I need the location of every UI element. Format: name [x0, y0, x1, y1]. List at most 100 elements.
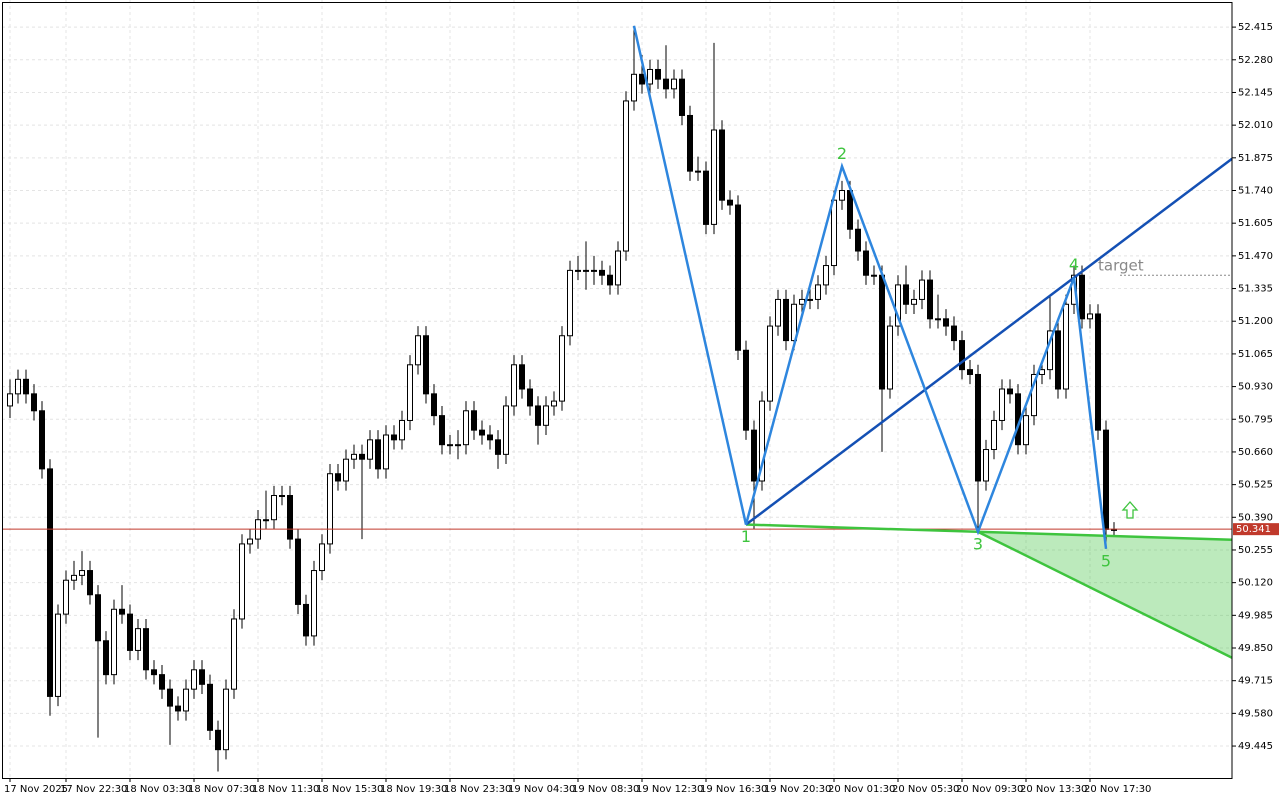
- candle-body: [703, 170, 709, 225]
- candle-body: [399, 419, 405, 441]
- candle-body: [855, 228, 861, 252]
- candle-body: [47, 468, 53, 697]
- candle-body: [23, 378, 29, 395]
- candle-body: [767, 325, 773, 402]
- candle-body: [719, 129, 725, 201]
- candle-body: [911, 298, 917, 305]
- candle-body: [919, 279, 925, 300]
- candle-body: [423, 335, 429, 395]
- candle-body: [231, 618, 237, 690]
- candle-body: [943, 318, 949, 327]
- candle-body: [935, 318, 941, 321]
- y-tick-label: 51.200: [1238, 316, 1273, 327]
- candle-body: [327, 473, 333, 545]
- candle-body: [599, 269, 605, 276]
- candle-body: [639, 73, 645, 85]
- candle-body: [1103, 429, 1109, 530]
- candle-body: [615, 250, 621, 286]
- candle-body: [591, 269, 597, 272]
- candle-body: [711, 129, 717, 225]
- overlay: 1 2 3 4 5 target: [2, 25, 1233, 659]
- candle-body: [551, 400, 557, 407]
- y-tick-label: 51.740: [1238, 186, 1273, 197]
- candle-body: [735, 204, 741, 351]
- candle-body: [71, 574, 77, 581]
- candle-body: [175, 705, 181, 712]
- candle-body: [263, 519, 269, 522]
- candle-body: [351, 453, 357, 460]
- candle-body: [135, 628, 141, 651]
- candle-body: [95, 594, 101, 642]
- candle-body: [223, 688, 229, 751]
- candle-body: [119, 608, 125, 615]
- candle-body: [431, 393, 437, 417]
- candle-body: [487, 434, 493, 441]
- x-tick-label: 20 Nov 05:30: [892, 784, 959, 795]
- candles: [7, 25, 1117, 772]
- x-tick-label: 20 Nov 09:30: [956, 784, 1023, 795]
- candle-body: [111, 608, 117, 676]
- candle-body: [359, 453, 365, 460]
- candle-body: [567, 269, 573, 337]
- candle-body: [87, 570, 93, 596]
- y-tick-label: 49.985: [1238, 610, 1273, 621]
- y-tick-label: 51.065: [1238, 349, 1273, 360]
- candle-body: [143, 628, 149, 671]
- candle-body: [375, 439, 381, 470]
- x-tick-label: 18 Nov 07:30: [188, 784, 255, 795]
- y-tick-label: 49.580: [1238, 708, 1273, 719]
- x-tick-label: 19 Nov 04:30: [508, 784, 575, 795]
- candle-body: [799, 298, 805, 305]
- candle-body: [1031, 373, 1037, 417]
- candle-body: [807, 298, 813, 301]
- candle-body: [575, 269, 581, 272]
- candle-body: [647, 68, 653, 85]
- candle-body: [631, 73, 637, 102]
- candle-body: [727, 199, 733, 206]
- y-tick-label: 50.660: [1238, 447, 1273, 458]
- wave-label: 5: [1101, 551, 1111, 570]
- candle-body: [1087, 313, 1093, 320]
- x-tick-label: 19 Nov 08:30: [572, 784, 639, 795]
- x-tick-label: 20 Nov 17:30: [1084, 784, 1151, 795]
- candle-body: [815, 284, 821, 300]
- candle-body: [535, 405, 541, 426]
- candle-body: [1063, 303, 1069, 390]
- candle-body: [687, 114, 693, 172]
- candle-body: [559, 335, 565, 402]
- candle-body: [55, 613, 61, 697]
- candle-body: [31, 393, 37, 412]
- x-tick-label: 18 Nov 19:30: [380, 784, 447, 795]
- trend-line: [745, 157, 1233, 526]
- candle-body: [1079, 274, 1085, 320]
- candle-body: [415, 335, 421, 366]
- y-tick-label: 50.525: [1238, 480, 1273, 491]
- candle-body: [303, 603, 309, 637]
- candle-body: [663, 78, 669, 90]
- candle-body: [79, 570, 85, 576]
- x-tick-label: 18 Nov 03:30: [124, 784, 191, 795]
- y-tick-label: 49.850: [1238, 643, 1273, 654]
- x-tick-label: 20 Nov 01:30: [828, 784, 895, 795]
- candle-body: [679, 78, 685, 116]
- candle-body: [471, 410, 477, 431]
- candle-body: [751, 429, 757, 482]
- x-tick-label: 19 Nov 12:30: [636, 784, 703, 795]
- y-tick-label: 50.120: [1238, 578, 1273, 589]
- y-tick-label: 50.930: [1238, 382, 1273, 393]
- candle-body: [887, 325, 893, 390]
- x-tick-label: 19 Nov 20:30: [764, 784, 831, 795]
- candle-body: [895, 284, 901, 327]
- candle-body: [191, 669, 197, 690]
- candle-body: [271, 495, 277, 521]
- candle-body: [903, 284, 909, 305]
- current-price-box: [1233, 523, 1279, 536]
- x-tick-label: 19 Nov 16:30: [700, 784, 767, 795]
- candle-body: [207, 683, 213, 731]
- wave-label: 2: [837, 144, 847, 163]
- candle-body: [1055, 330, 1061, 390]
- x-tick-label: 17 Nov 22:30: [60, 784, 127, 795]
- y-tick-label: 51.605: [1238, 218, 1273, 229]
- candle-body: [151, 669, 157, 676]
